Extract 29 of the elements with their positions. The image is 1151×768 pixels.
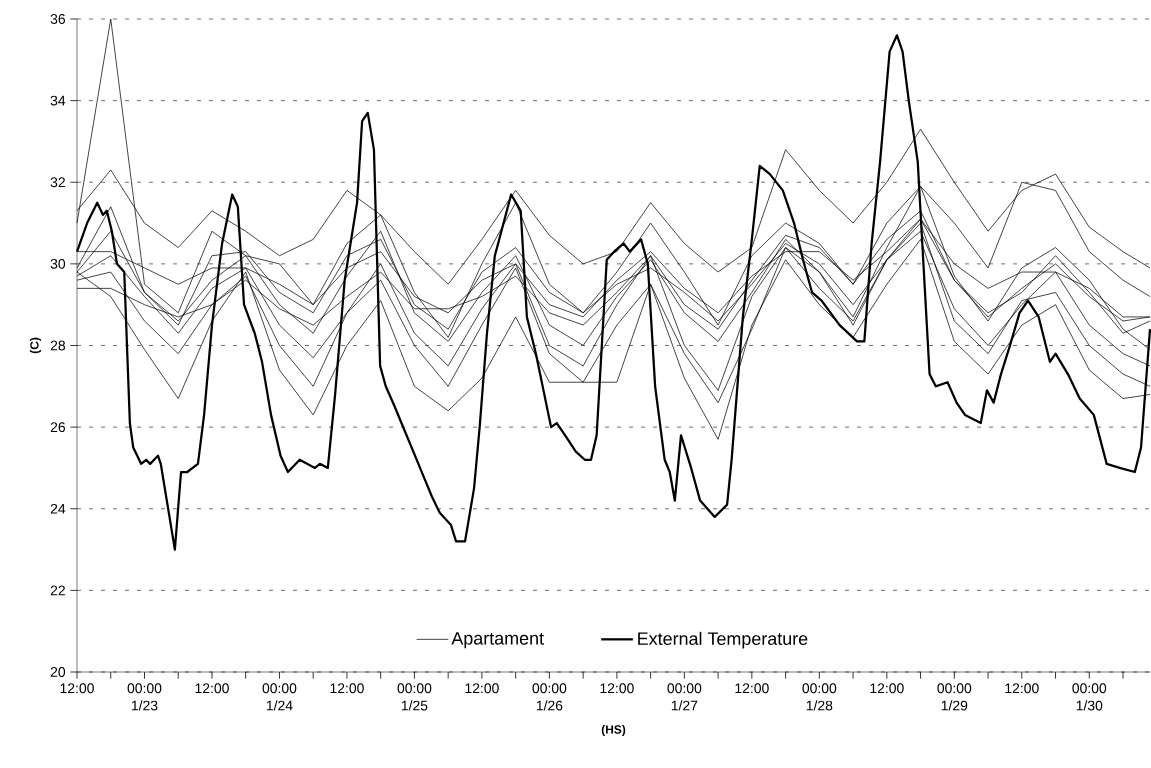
x-tick-label: 00:00 1/25 <box>397 683 432 711</box>
y-tick-label: 36 <box>50 14 66 24</box>
x-tick-label: 12:00 <box>330 683 364 694</box>
y-tick-label: 32 <box>50 177 65 188</box>
legend-label: External Temperature <box>638 631 808 649</box>
x-tick-label: 12:00 <box>600 683 634 694</box>
y-tick-label: 26 <box>50 422 66 433</box>
y-tick-label: 30 <box>50 258 66 269</box>
y-tick-label: 34 <box>50 95 66 106</box>
x-axis-title: (HS) <box>601 724 626 737</box>
x-tick-label: 12:00 <box>195 683 229 694</box>
x-tick-label: 00:00 1/23 <box>127 683 162 711</box>
y-tick-label: 20 <box>50 667 66 677</box>
y-tick-label: 24 <box>50 503 66 514</box>
x-tick-label: 12:00 <box>735 683 769 694</box>
x-tick-label: 00:00 1/28 <box>802 683 837 711</box>
y-axis-title: (C) <box>29 337 41 354</box>
x-tick-label: 12:00 <box>1005 683 1039 694</box>
x-tick-label: 00:00 1/27 <box>667 683 702 711</box>
x-tick-label: 12:00 <box>60 683 94 694</box>
x-tick-label: 12:00 <box>465 683 499 694</box>
x-tick-label: 12:00 <box>870 683 904 694</box>
y-tick-label: 28 <box>50 340 66 351</box>
x-tick-label: 00:00 1/30 <box>1072 683 1107 711</box>
legend-label: Apartament <box>451 632 544 649</box>
x-tick-label: 00:00 1/26 <box>532 683 567 711</box>
x-tick-label: 00:00 1/24 <box>262 683 297 711</box>
y-tick-label: 22 <box>50 585 65 596</box>
x-tick-label: 00:00 1/29 <box>937 683 972 711</box>
